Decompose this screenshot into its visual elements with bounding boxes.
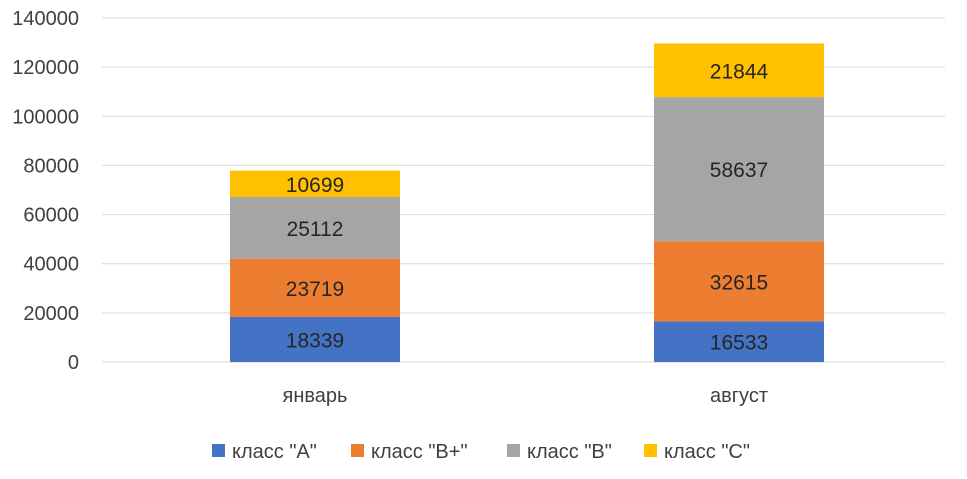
legend-label: класс "C" [664,441,750,463]
y-tick-label: 0 [68,352,79,374]
bar-segment [230,258,400,317]
y-tick-label: 80000 [23,155,79,177]
x-category-label: август [710,385,768,407]
y-tick-label: 120000 [12,57,79,79]
bars [230,43,824,362]
bar-segment [230,170,400,197]
data-label: 16533 [710,332,768,355]
data-labels: 18339 23719 25112 10699 16533 32615 58637 21844 [286,60,769,354]
x-category-label: январь [283,385,348,407]
y-tick-label: 100000 [12,106,79,128]
legend-label: класс "A" [232,441,317,463]
legend-swatch [644,444,657,457]
bar-segment [654,97,824,242]
legend-swatch [351,444,364,457]
bar-segment [230,196,400,259]
data-label: 10699 [286,174,344,197]
y-tick-label: 20000 [23,303,79,325]
x-axis-category-labels: январь август [283,385,768,407]
bar-segment [230,316,400,362]
data-label: 58637 [710,159,768,182]
bar-segment [654,321,824,362]
legend-swatch [507,444,520,457]
legend-swatch [212,444,225,457]
bar-segment [654,43,824,98]
y-tick-label: 140000 [12,8,79,30]
data-label: 32615 [710,271,768,294]
legend-label: класс "B+" [371,441,468,463]
y-tick-label: 40000 [23,254,79,276]
legend-label: класс "B" [527,441,612,463]
legend: класс "A" класс "B+" класс "B" класс "C" [212,441,750,463]
data-label: 23719 [286,278,344,301]
data-label: 18339 [286,329,344,352]
bar-segment [654,241,824,322]
y-tick-label: 60000 [23,205,79,227]
y-axis-tick-labels: 0 20000 40000 60000 80000 100000 120000 140000 [12,8,79,374]
data-label: 25112 [287,218,344,241]
data-label: 21844 [710,60,769,83]
